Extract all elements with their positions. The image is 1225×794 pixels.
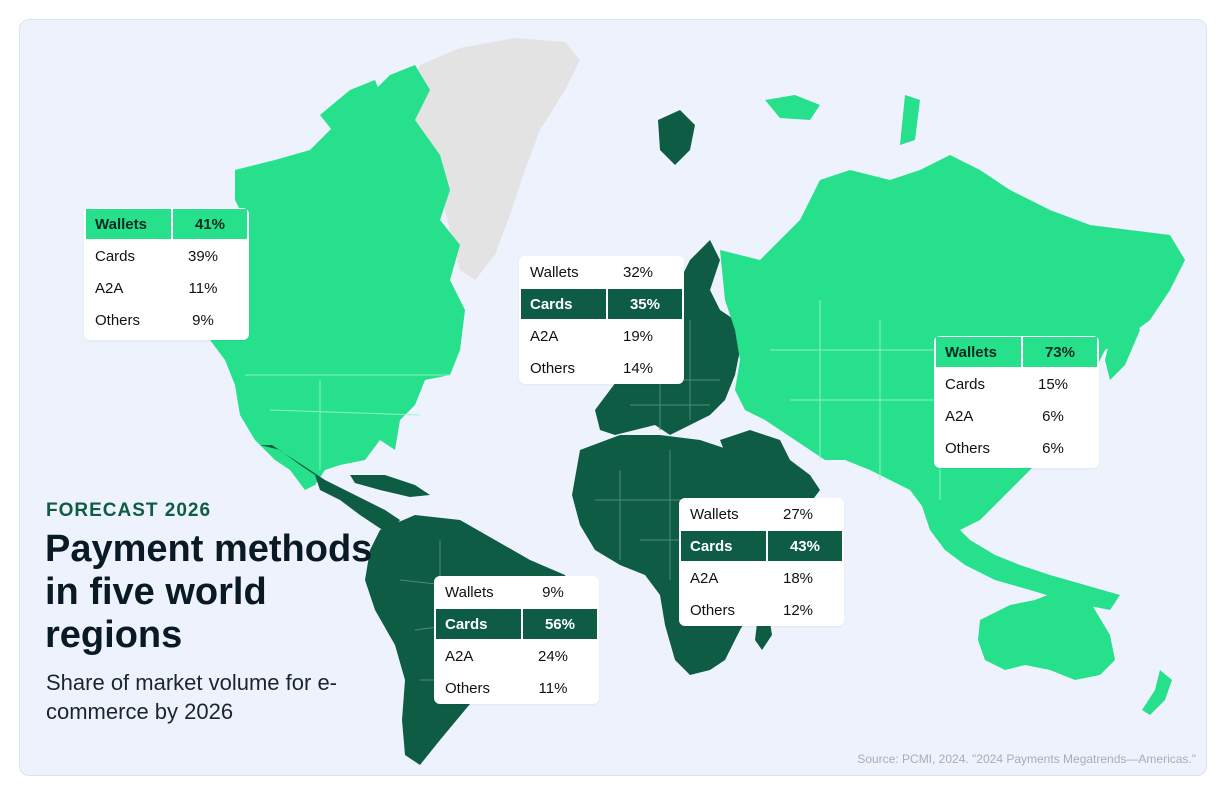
svalbard-shape xyxy=(658,110,695,165)
method-share: 35% xyxy=(607,289,682,319)
table-row: A2A 24% xyxy=(434,640,599,672)
method-label: A2A xyxy=(95,279,124,297)
method-label: Others xyxy=(530,359,576,377)
north-america-table: Wallets 41% Cards 39% A2A 11% Others 9% xyxy=(84,208,249,340)
method-share: 11% xyxy=(538,679,568,697)
middle-east-africa-table: Wallets 27% Cards 43% A2A 18% Others 12% xyxy=(679,498,844,626)
table-row: Cards 35% xyxy=(521,288,682,320)
table-row: Cards 15% xyxy=(934,368,1099,400)
method-share: 41% xyxy=(172,209,247,239)
table-row: Wallets 32% xyxy=(519,256,684,288)
method-label: A2A xyxy=(690,569,719,587)
table-row: Others 9% xyxy=(84,304,249,336)
infographic-card: Wallets 41% Cards 39% A2A 11% Others 9% … xyxy=(19,19,1207,776)
method-label: Others xyxy=(445,679,491,697)
method-share: 73% xyxy=(1022,337,1097,367)
latin-america-table: Wallets 9% Cards 56% A2A 24% Others 11% xyxy=(434,576,599,704)
table-row: Cards 43% xyxy=(681,530,842,562)
greenland-shape xyxy=(400,38,580,280)
australia-shape xyxy=(978,585,1115,680)
method-share: 6% xyxy=(1042,407,1064,425)
method-share: 39% xyxy=(187,247,219,265)
method-share: 9% xyxy=(542,583,564,601)
forecast-kicker: FORECAST 2026 xyxy=(46,500,212,521)
method-label: Wallets xyxy=(690,505,739,523)
method-label: Wallets xyxy=(936,337,1021,367)
method-share: 11% xyxy=(188,279,218,297)
method-share: 56% xyxy=(522,609,597,639)
method-share: 18% xyxy=(782,569,814,587)
table-row: Others 6% xyxy=(934,432,1099,464)
method-share: 9% xyxy=(192,311,214,329)
southeast-asia-shape xyxy=(920,500,1120,610)
method-label: A2A xyxy=(445,647,474,665)
method-label: Others xyxy=(95,311,141,329)
table-row: Cards 56% xyxy=(436,608,597,640)
method-label: Wallets xyxy=(445,583,494,601)
method-share: 43% xyxy=(767,531,842,561)
table-row: A2A 11% xyxy=(84,272,249,304)
japan-shape xyxy=(1105,310,1140,380)
africa-borders xyxy=(595,450,750,581)
method-label: Cards xyxy=(95,247,136,265)
method-label: Cards xyxy=(945,375,986,393)
russian-arctic-islands-shape xyxy=(765,95,920,145)
method-share: 24% xyxy=(537,647,569,665)
north-america-borders xyxy=(245,374,450,470)
source-note: Source: PCMI, 2024. "2024 Payments Megat… xyxy=(857,752,1196,766)
asia-pacific-table: Wallets 73% Cards 15% A2A 6% Others 6% xyxy=(934,336,1099,468)
table-row: A2A 18% xyxy=(679,562,844,594)
method-label: A2A xyxy=(945,407,974,425)
method-label: Cards xyxy=(521,289,606,319)
north-america-shape xyxy=(185,65,465,490)
table-row: A2A 19% xyxy=(519,320,684,352)
table-row: A2A 6% xyxy=(934,400,1099,432)
method-share: 6% xyxy=(1042,439,1064,457)
table-row: Wallets 27% xyxy=(679,498,844,530)
page-subtitle: Share of market volume for e-commerce by… xyxy=(46,670,338,724)
table-row: Wallets 73% xyxy=(936,336,1097,368)
middle-east-shape xyxy=(720,430,820,520)
method-label: Wallets xyxy=(530,263,579,281)
method-share: 27% xyxy=(782,505,814,523)
method-label: Others xyxy=(690,601,736,619)
method-share: 19% xyxy=(622,327,654,345)
method-share: 12% xyxy=(782,601,814,619)
caribbean-shape xyxy=(350,475,430,497)
new-zealand-shape xyxy=(1142,670,1172,715)
arctic-islands-shape xyxy=(320,80,385,140)
method-label: Others xyxy=(945,439,991,457)
method-share: 14% xyxy=(622,359,654,377)
table-row: Others 11% xyxy=(434,672,599,704)
table-row: Wallets 9% xyxy=(434,576,599,608)
method-share: 32% xyxy=(622,263,654,281)
method-label: Wallets xyxy=(86,209,171,239)
method-label: Cards xyxy=(436,609,521,639)
table-row: Others 14% xyxy=(519,352,684,384)
table-row: Cards 39% xyxy=(84,240,249,272)
method-share: 15% xyxy=(1037,375,1069,393)
method-label: Cards xyxy=(681,531,766,561)
mexico-central-america-shape xyxy=(260,445,400,535)
table-row: Wallets 41% xyxy=(86,208,247,240)
europe-table: Wallets 32% Cards 35% A2A 19% Others 14% xyxy=(519,256,684,384)
table-row: Others 12% xyxy=(679,594,844,626)
method-label: A2A xyxy=(530,327,559,345)
page-title: Payment methods in five world regions xyxy=(45,528,373,656)
